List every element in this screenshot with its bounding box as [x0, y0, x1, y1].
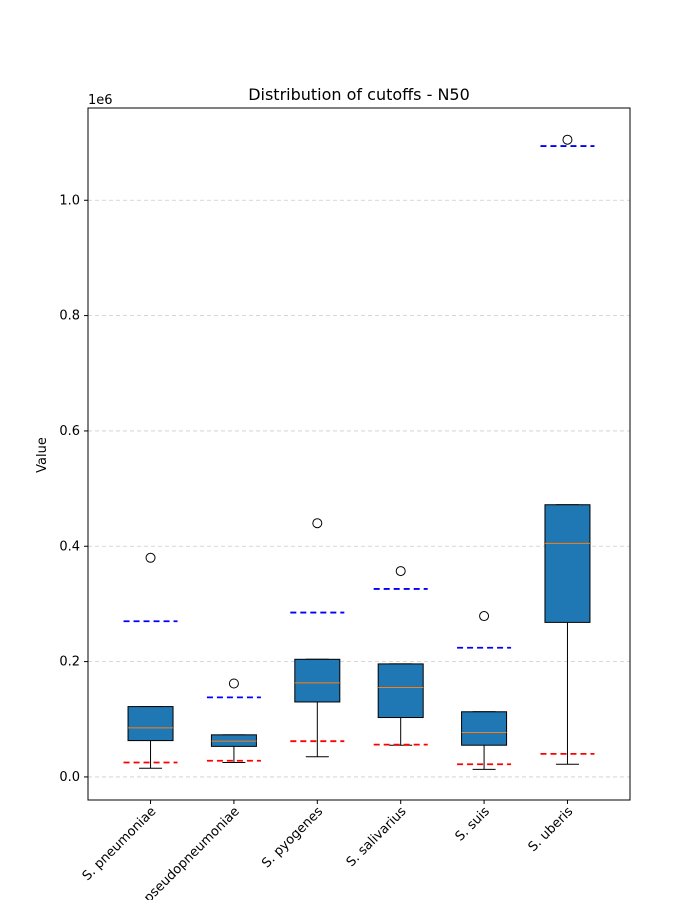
box: [377, 663, 424, 719]
plot-frame: [87, 107, 631, 801]
y-offset-label: 1e6: [88, 93, 113, 108]
y-tick-label: 0.0: [59, 770, 80, 785]
box: [544, 504, 591, 623]
cutoff-lines: [123, 145, 595, 766]
outlier-point: [395, 566, 406, 577]
box: [461, 711, 508, 746]
y-tick-label: 0.4: [59, 539, 80, 554]
outlier-point: [312, 518, 323, 529]
y-tick-label: 0.2: [59, 655, 80, 670]
box: [294, 658, 341, 703]
outlier-point: [145, 552, 156, 563]
y-tick-label: 0.6: [59, 424, 80, 439]
y-axis-ticks: 0.0 0.2 0.4 0.6 0.8 1.0: [59, 193, 88, 785]
outlier-point: [228, 678, 239, 689]
box-series: [127, 134, 591, 770]
y-axis-label: Value: [35, 437, 50, 473]
box: [127, 706, 174, 742]
chart-title: Distribution of cutoffs - N50: [248, 85, 470, 104]
y-tick-label: 0.8: [59, 309, 80, 324]
outlier-point: [562, 134, 573, 145]
box: [210, 734, 257, 747]
grid-lines: [88, 199, 630, 778]
outlier-point: [479, 611, 490, 622]
y-tick-label: 1.0: [59, 193, 80, 208]
